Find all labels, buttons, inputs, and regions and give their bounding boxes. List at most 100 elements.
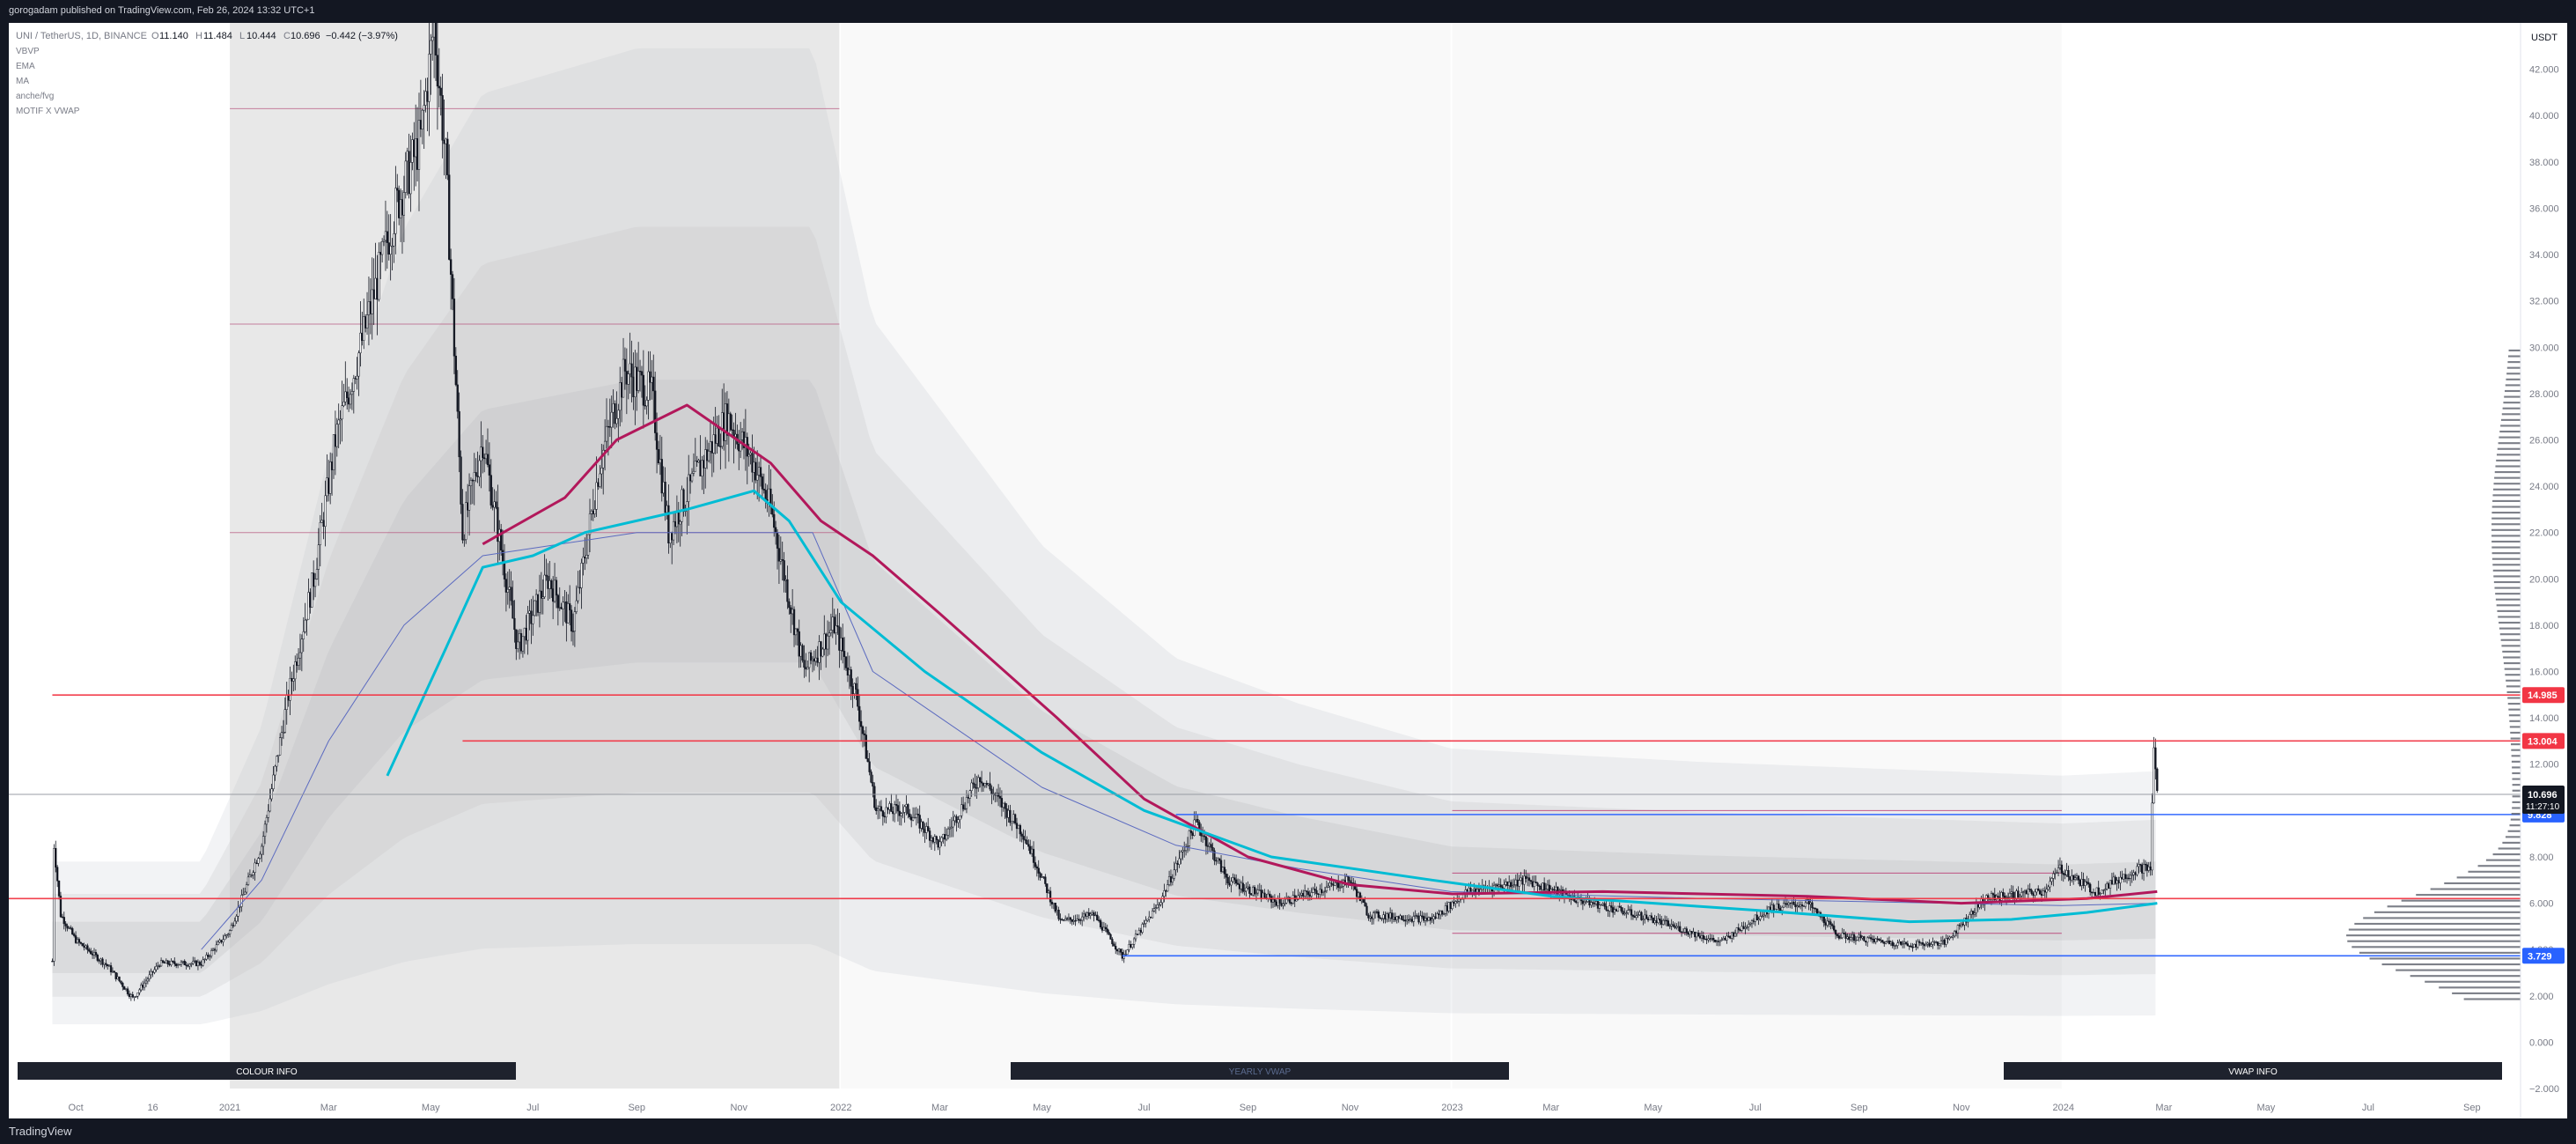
candle-body [255,862,258,864]
candle-body [371,289,373,314]
volume-bar [2352,946,2521,948]
price-badge-value: 10.696 [2528,790,2558,801]
volume-bar [2512,795,2521,798]
candle-body [1039,873,1041,878]
candle-body [1255,892,1258,895]
candle-body [259,853,261,859]
candle-body [1161,896,1164,904]
candle-body [483,457,486,460]
candle-body [1851,934,1854,938]
candle-body [878,806,881,810]
candle-body [1332,883,1335,886]
candle-body [1900,941,1903,945]
candle-body [1508,882,1511,886]
candle-body [329,461,332,494]
candle-body [270,788,273,800]
candle-body [1739,929,1741,931]
candle-body [823,633,826,650]
indicator-anche-fvg[interactable]: anche/fvg [16,92,54,101]
x-tick-label: May [2257,1103,2276,1113]
candle-body [304,619,306,632]
candle-body [762,488,765,491]
candle-body [1898,941,1901,944]
candle-body [1833,926,1836,931]
volume-bar [2498,616,2521,618]
candle-body [1020,833,1023,837]
candle-body [1731,932,1733,939]
volume-bar [2506,378,2521,380]
candle-body [538,590,541,613]
candle-body [1928,942,1931,947]
candle-body [2138,864,2140,867]
candle-body [344,391,347,402]
volume-bar [2511,812,2521,816]
candle-body [1027,844,1030,847]
candle-body [161,960,165,963]
y-tick-label: 30.000 [2529,343,2559,353]
candle-body [1240,882,1243,889]
volume-bar [2354,922,2521,926]
candle-body [990,788,993,795]
candle-body [1772,904,1775,912]
candle-body [1503,884,1505,889]
volume-bar [2456,876,2521,879]
x-tick-label: 2023 [1441,1103,1462,1113]
candle-body [805,667,807,670]
candle-body [1148,916,1151,920]
candle-body [1384,914,1387,920]
candle-body [382,240,386,242]
candle-body [302,631,305,639]
candle-body [1623,912,1626,915]
horizontal-levels[interactable] [9,694,2521,957]
candle-body [364,316,367,328]
volume-bar [2509,824,2521,827]
candle-body [1132,938,1136,945]
indicator-ema[interactable]: EMA [16,62,35,71]
candle-body [1156,904,1159,908]
legend-l-label: L [239,31,245,41]
x-tick-label: May [1644,1103,1662,1113]
info-boxes[interactable]: COLOUR INFO YEARLY VWAP VWAP INFO [18,1062,2502,1080]
candle-body [788,601,791,609]
time-axis[interactable]: Oct 16 2021 Mar May Jul Sep Nov 2022 Mar May Jul Sep… [69,1103,2481,1113]
candle-body [1181,850,1184,852]
candle-body [982,782,985,786]
candle-body [2142,863,2145,874]
chart-frame[interactable]: USDT−2.0000.0002.0004.0006.0008.00010.00… [9,0,2567,1118]
candle-body [419,120,423,129]
candle-body [188,963,191,967]
candle-body [1394,917,1397,920]
indicator-vbvp[interactable]: VBVP [16,47,40,56]
candle-body [1596,901,1600,909]
y-tick-label: 42.000 [2529,65,2559,76]
candle-body [228,930,232,934]
indicator-motif-vwap[interactable]: MOTIF X VWAP [16,107,80,116]
candle-body [413,139,416,158]
candle-body [2010,891,2013,894]
candle-body [1798,905,1800,907]
candle-body [1473,889,1476,891]
candle-body [808,652,811,668]
candle-body [374,277,377,299]
candle-body [292,678,295,682]
candle-body [1542,882,1546,891]
candle-body [282,732,285,734]
candle-body [2132,872,2135,875]
candle-body [2154,747,2157,770]
candles [51,0,2159,1001]
price-axis[interactable]: USDT−2.0000.0002.0004.0006.0008.00010.00… [2520,23,2567,1118]
candle-body [608,426,611,428]
volume-bar [2463,998,2521,1000]
candle-body [1012,814,1015,822]
indicator-ma[interactable]: MA [16,77,29,86]
candle-body [1321,890,1325,893]
candle-body [81,942,84,947]
candle-body [1282,904,1284,906]
volume-bar [2508,714,2521,717]
candle-body [1918,941,1921,943]
candle-body [985,783,988,786]
candle-body [977,777,980,788]
tradingview-logo[interactable]: TradingView [9,1125,72,1138]
candle-body [1941,940,1944,941]
price-chart[interactable]: USDT−2.0000.0002.0004.0006.0008.00010.00… [9,0,2567,1118]
